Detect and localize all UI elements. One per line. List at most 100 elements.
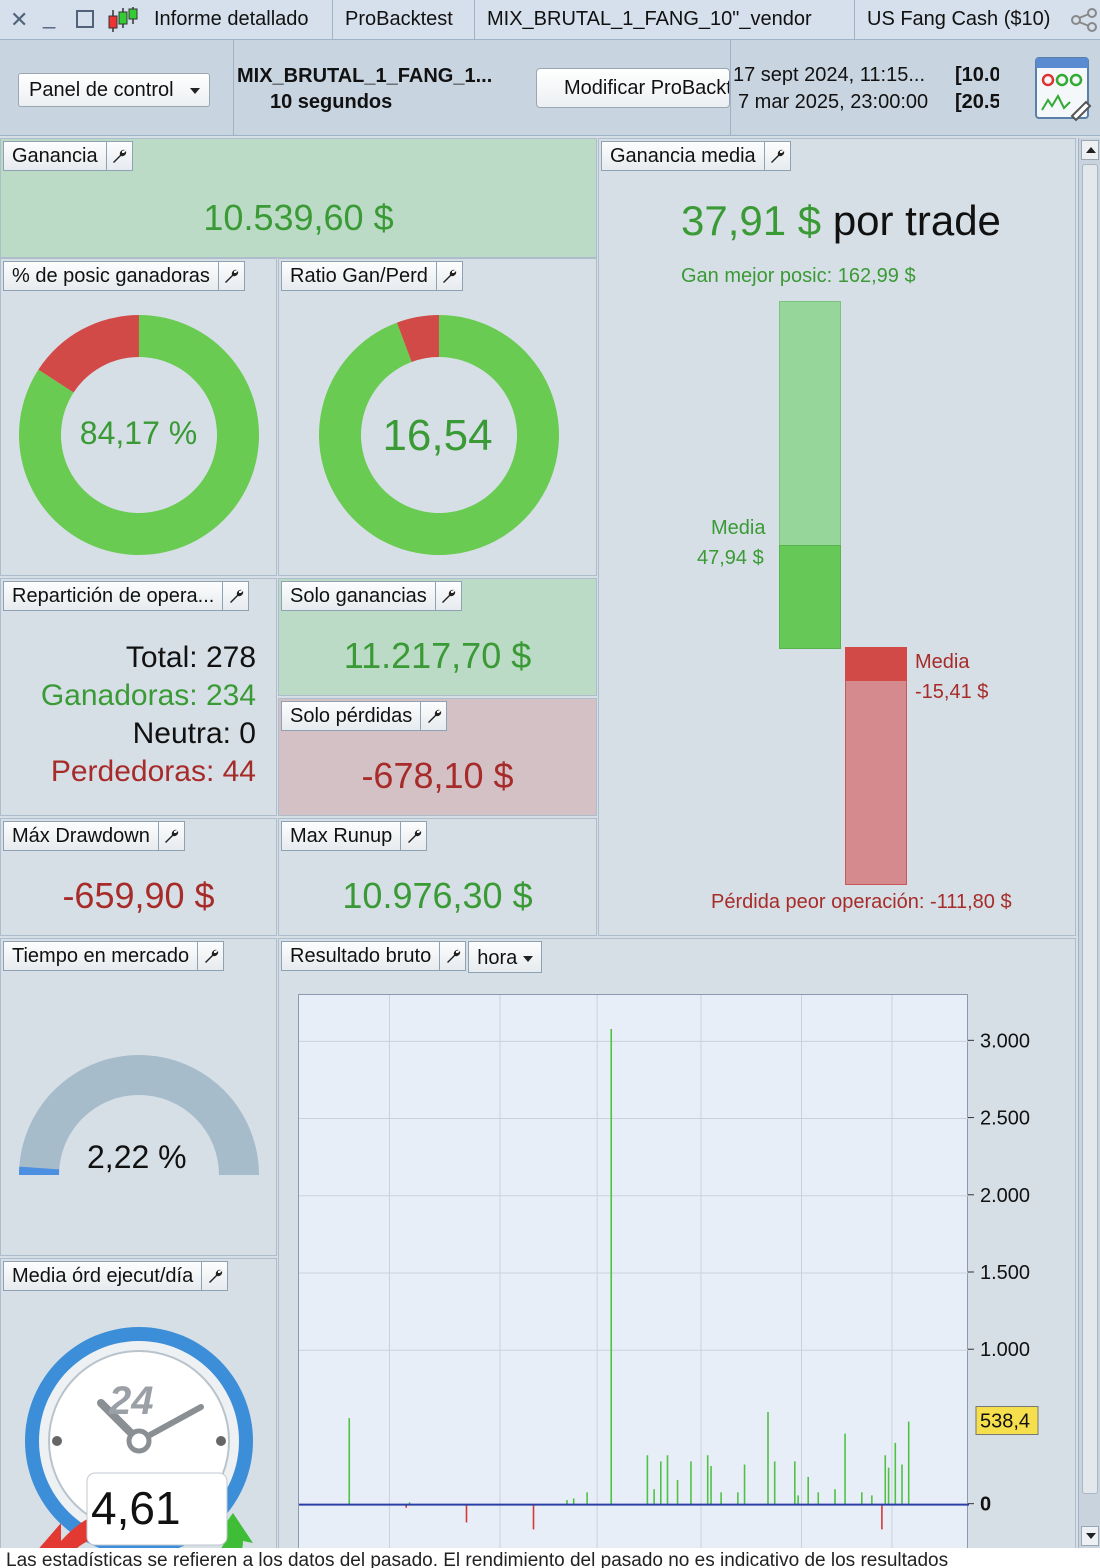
loss-average-value: -15,41 $ (915, 681, 989, 703)
y-tick-label: 2.500 (980, 1108, 1030, 1130)
tab-strategy[interactable]: MIX_BRUTAL_1_FANG_10"_vendor (474, 0, 854, 40)
scroll-down-button[interactable] (1081, 1526, 1099, 1546)
donut-winning-slice (19, 315, 260, 555)
chevron-down-icon (523, 956, 534, 962)
dial-label: 24 (109, 1379, 154, 1423)
wrench-icon[interactable] (106, 141, 133, 171)
ratio-value: 16,54 (382, 411, 493, 460)
max-drawdown-value: -659,90 $ (62, 875, 215, 916)
tab-detailed-report[interactable]: Informe detallado (154, 8, 309, 30)
total-trades: Total: 278 (125, 641, 256, 674)
losing-trades: Perdedoras: 44 (50, 755, 256, 788)
panel-title: Solo ganancias (281, 581, 436, 611)
max-drawdown-panel: Máx Drawdown -659,90 $ (0, 818, 277, 936)
losses-only-value: -678,10 $ (361, 755, 514, 796)
panel-select[interactable]: Panel de control (18, 73, 210, 107)
repartition-panel: Repartición de opera... Total: 278 Ganad… (0, 578, 277, 816)
tab-probacktest[interactable]: ProBacktest (332, 0, 474, 40)
max-runup-panel: Max Runup 10.976,30 $ (278, 818, 597, 936)
y-tick-label: 2.000 (980, 1185, 1030, 1207)
panel-title: Ganancia media (601, 141, 765, 171)
y-tick-label: 1.500 (980, 1262, 1030, 1284)
winning-trades: Ganadoras: 234 (40, 679, 256, 712)
tab-instrument[interactable]: US Fang Cash ($10) (854, 0, 1070, 40)
wrench-icon[interactable] (436, 261, 463, 291)
period-select[interactable]: hora (468, 941, 543, 973)
report-settings-icon[interactable] (1034, 56, 1094, 122)
divider (233, 40, 234, 136)
loss-range-bar (845, 647, 907, 885)
avg-profit-value: 37,91 $ (681, 197, 822, 244)
date-start: 17 sept 2024, 11:15... (733, 64, 926, 86)
gross-result-chart[interactable] (298, 994, 969, 1551)
donut-gain-slice (319, 315, 559, 555)
wrench-icon[interactable] (764, 141, 791, 171)
donut-loss-slice (396, 315, 439, 362)
vertical-scrollbar[interactable] (1078, 138, 1100, 1548)
tab-bar: ✕ _ Informe detallado ProBacktest MIX_BR… (0, 0, 1100, 40)
panel-title: Repartición de opera... (3, 581, 224, 611)
panel-title: % de posic ganadoras (3, 261, 219, 291)
modify-probacktest-button[interactable]: Modificar ProBacktest (536, 68, 730, 108)
profit-value: 10.539,60 $ (203, 197, 394, 238)
panel-title: Media órd ejecut/día (3, 1261, 203, 1291)
toolbar: Panel de control MIX_BRUTAL_1_FANG_1... … (0, 40, 1100, 136)
wrench-icon[interactable] (202, 1261, 229, 1291)
orders-per-day-value: 4,61 (91, 1482, 181, 1534)
win-average-value: 47,94 $ (697, 547, 764, 569)
strategy-interval: 10 segundos (270, 91, 393, 113)
time-in-market-gauge (19, 1055, 259, 1175)
win-average-bar (779, 545, 841, 649)
period-select-label: hora (477, 947, 518, 969)
wrench-icon[interactable] (158, 821, 185, 851)
scroll-up-button[interactable] (1081, 140, 1099, 160)
loss-average-bar (845, 647, 907, 681)
worst-trade-label: Pérdida peor operación: -111,80 $ (711, 891, 1012, 913)
minimize-icon[interactable]: _ (43, 4, 56, 29)
wrench-icon[interactable] (218, 261, 245, 291)
chart-y-axis: 3.000 2.500 2.000 1.500 1.000 0 538,4 (968, 1030, 1039, 1516)
win-rate-value: 84,17 % (79, 415, 198, 451)
orders-per-day-panel: Media órd ejecut/día 24 4,61 (0, 1258, 277, 1550)
chart-plot (299, 995, 969, 1551)
share-icon[interactable] (1070, 8, 1098, 32)
time-in-market-panel: Tiempo en mercado 2,22 % (0, 938, 277, 1256)
maximize-icon[interactable] (76, 10, 94, 28)
win-rate-panel: % de posic ganadoras 84,17 % (0, 258, 277, 576)
clock-dial-icon (25, 1327, 253, 1549)
wrench-icon[interactable] (401, 821, 428, 851)
wrench-icon[interactable] (440, 941, 467, 971)
price-start: [10.0 (955, 64, 999, 86)
gains-only-panel: Solo ganancias 11.217,70 $ (278, 578, 597, 696)
panel-title: Máx Drawdown (3, 821, 159, 851)
max-runup-value: 10.976,30 $ (342, 875, 533, 916)
ratio-donut (319, 315, 559, 555)
divider (730, 40, 731, 136)
strategy-name: MIX_BRUTAL_1_FANG_1... (237, 65, 493, 87)
disclaimer-footer: Las estadísticas se refieren a los datos… (0, 1548, 1100, 1568)
gains-only-value: 11.217,70 $ (343, 635, 532, 676)
wrench-icon[interactable] (223, 581, 250, 611)
loss-average-label: Media (915, 651, 970, 673)
price-end: [20.5 (955, 91, 999, 113)
close-icon[interactable]: ✕ (10, 7, 29, 32)
donut-losing-slice (38, 315, 139, 393)
best-position-label: Gan mejor posic: 162,99 $ (681, 265, 916, 287)
y-tick-label: 0 (980, 1494, 991, 1516)
y-tick-label: 1.000 (980, 1339, 1030, 1361)
ratio-panel: Ratio Gan/Perd 16,54 (278, 258, 597, 576)
win-rate-donut (19, 315, 260, 555)
wrench-icon[interactable] (198, 941, 225, 971)
neutral-trades: Neutra: 0 (132, 717, 256, 750)
panel-title: Ratio Gan/Perd (281, 261, 437, 291)
avg-profit-suffix: por trade (832, 197, 1001, 244)
time-in-market-value: 2,22 % (87, 1139, 187, 1175)
panel-title: Ganancia (3, 141, 107, 171)
wrench-icon[interactable] (421, 701, 448, 731)
date-end: 7 mar 2025, 23:00:00 (738, 91, 929, 113)
candlestick-icon (108, 7, 138, 32)
wrench-icon[interactable] (435, 581, 462, 611)
profit-panel: Ganancia 10.539,60 $ (0, 138, 597, 258)
panel-title: Solo pérdidas (281, 701, 422, 731)
scroll-thumb[interactable] (1082, 164, 1098, 1494)
